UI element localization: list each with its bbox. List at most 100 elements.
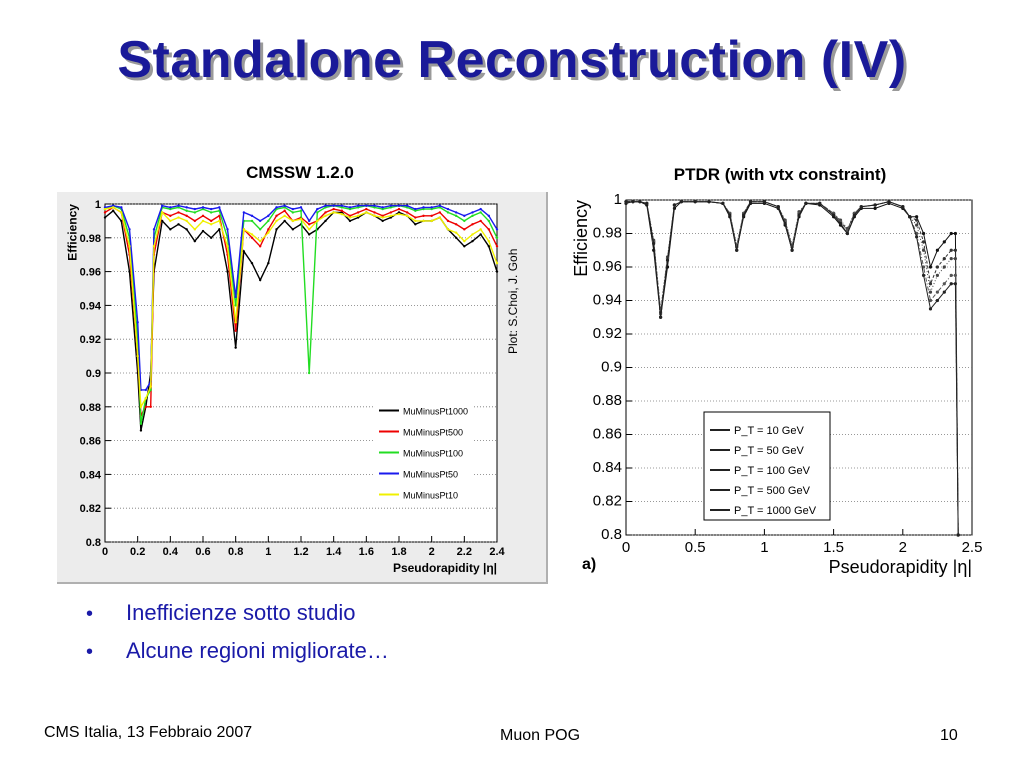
data-point xyxy=(340,206,344,209)
data-point xyxy=(242,228,246,231)
left-plot-caption: CMSSW 1.2.0 xyxy=(246,163,354,182)
data-point xyxy=(381,214,384,218)
data-point xyxy=(373,211,376,214)
data-point xyxy=(144,405,148,408)
data-point xyxy=(790,248,794,252)
footer-group: Muon POG xyxy=(499,727,581,744)
data-point xyxy=(332,211,335,214)
bullet-dot-icon: • xyxy=(86,603,94,625)
data-point xyxy=(438,206,442,209)
data-point xyxy=(430,219,433,223)
x-tick-label: 0.6 xyxy=(195,546,210,558)
x-tick-label: 1.4 xyxy=(326,546,342,558)
data-point xyxy=(728,213,732,217)
data-point xyxy=(201,214,205,218)
data-point xyxy=(267,231,270,234)
data-point xyxy=(340,209,344,212)
data-point xyxy=(356,216,360,219)
data-point xyxy=(373,206,376,209)
data-point xyxy=(332,207,335,211)
data-point xyxy=(921,231,926,236)
legend-label: MuMinusPt1000 xyxy=(403,407,468,417)
data-point xyxy=(201,207,205,211)
plot-credit: Plot: S.Choi, J. Goh xyxy=(506,249,520,354)
data-point xyxy=(120,206,123,209)
data-point xyxy=(152,228,156,231)
data-point xyxy=(283,219,286,223)
slide-title: Standalone Reconstruction (IV) xyxy=(117,31,907,89)
data-point xyxy=(160,204,164,207)
data-point xyxy=(735,248,739,252)
x-tick-label: 2.2 xyxy=(457,546,472,558)
data-point xyxy=(479,207,482,211)
data-point xyxy=(209,236,213,239)
data-point xyxy=(438,204,442,207)
data-point xyxy=(258,245,262,248)
data-point xyxy=(921,240,926,244)
data-point xyxy=(258,239,262,243)
data-point xyxy=(762,200,766,204)
data-point xyxy=(348,214,352,218)
data-point xyxy=(307,223,311,226)
data-point xyxy=(742,213,746,217)
data-point xyxy=(942,257,946,261)
data-point xyxy=(177,216,180,219)
data-point xyxy=(299,218,303,221)
data-point xyxy=(463,245,466,248)
data-point xyxy=(389,214,393,218)
y-tick-label: 0.84 xyxy=(80,469,102,481)
data-point xyxy=(348,219,352,223)
data-point xyxy=(283,214,286,218)
data-point xyxy=(340,204,344,207)
right-plot-panel: 0.8 0.82 0.84 0.86 0.88 0.9 0.92 0.94 0.96 0.98 1 0… xyxy=(562,190,984,596)
data-point xyxy=(414,209,417,212)
data-point xyxy=(169,219,172,223)
data-point xyxy=(953,257,957,261)
data-point xyxy=(495,270,499,273)
data-point xyxy=(209,223,213,226)
data-point xyxy=(234,321,237,324)
data-point xyxy=(324,219,327,223)
y-tick-label: 0.8 xyxy=(601,526,622,543)
data-point xyxy=(422,219,425,223)
y-tick-label: 0.82 xyxy=(80,503,101,515)
slide-number: 10 xyxy=(940,727,958,744)
data-point xyxy=(495,228,499,231)
data-point xyxy=(638,200,642,204)
x-tick-label: 2.4 xyxy=(489,546,505,558)
y-tick-label: 0.88 xyxy=(593,392,622,409)
data-point xyxy=(928,307,933,311)
bullet-text: Inefficienze sotto studio xyxy=(126,600,356,625)
data-point xyxy=(471,233,474,236)
data-point xyxy=(144,397,148,400)
right-plot-caption: PTDR (with vtx constraint) xyxy=(673,165,887,184)
data-point xyxy=(291,219,295,223)
data-point xyxy=(128,228,131,231)
data-point xyxy=(381,219,384,223)
data-point xyxy=(838,221,843,226)
data-point xyxy=(446,207,450,211)
data-point xyxy=(169,228,172,231)
data-point xyxy=(495,261,499,265)
data-point xyxy=(942,282,946,286)
x-tick-label: 1.5 xyxy=(823,539,844,556)
data-point xyxy=(348,206,352,209)
data-point xyxy=(471,211,474,214)
data-point xyxy=(422,206,425,209)
data-point xyxy=(389,211,393,214)
data-point xyxy=(267,261,270,265)
data-point xyxy=(185,209,188,212)
legend-label: MuMinusPt50 xyxy=(403,470,458,480)
data-point xyxy=(234,304,237,307)
data-point xyxy=(139,429,143,432)
data-point xyxy=(103,207,107,211)
data-point xyxy=(414,219,417,223)
data-point xyxy=(111,209,115,212)
data-point xyxy=(479,228,482,231)
data-point xyxy=(177,204,180,207)
data-point xyxy=(389,206,393,209)
data-point xyxy=(373,214,376,218)
data-point xyxy=(430,206,433,209)
y-tick-label: 0.8 xyxy=(86,537,101,549)
series-line xyxy=(626,201,959,536)
